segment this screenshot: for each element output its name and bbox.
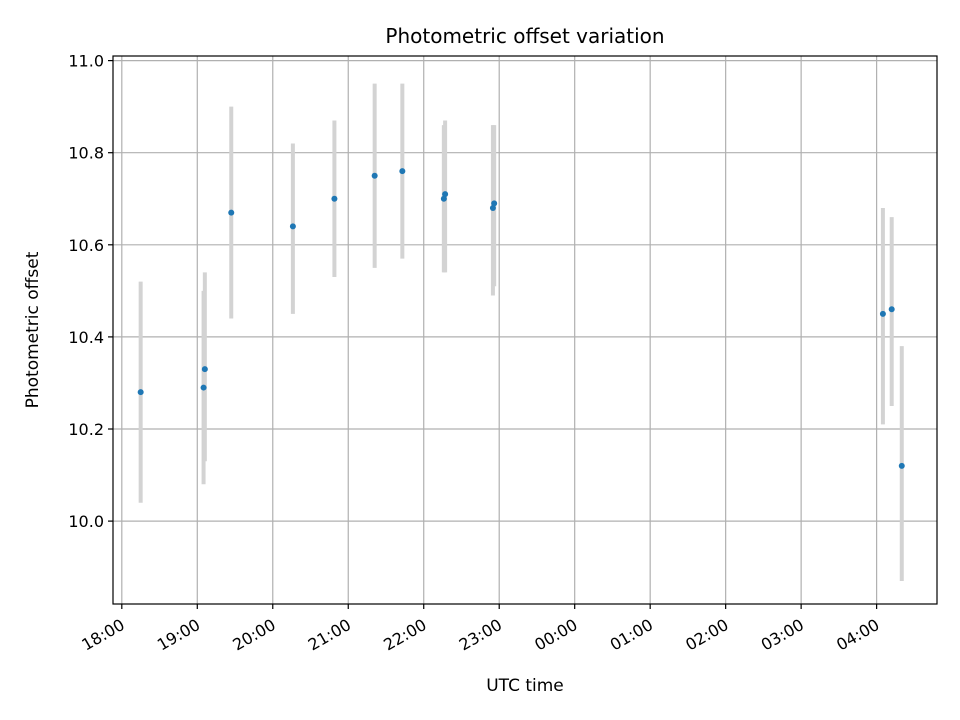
y-axis: 10.0 10.2 10.4 10.6 10.8 11.0 (68, 52, 113, 531)
x-tick-label: 23:00 (456, 615, 505, 655)
x-tick-label: 02:00 (682, 615, 731, 655)
x-tick-label: 20:00 (229, 615, 278, 655)
y-tick-label: 10.0 (68, 512, 104, 531)
errorbar-layer (138, 83, 904, 581)
point-layer (137, 168, 905, 469)
data-point (888, 306, 895, 313)
y-tick-label: 11.0 (68, 52, 104, 71)
x-axis-title: UTC time (486, 676, 564, 696)
grid-layer (113, 56, 937, 604)
y-tick-label: 10.8 (68, 144, 104, 163)
chart-title: Photometric offset variation (385, 24, 664, 48)
data-point (491, 200, 498, 207)
x-tick-label: 04:00 (833, 615, 882, 655)
x-tick-label: 21:00 (305, 615, 354, 655)
x-tick-label: 00:00 (531, 615, 580, 655)
y-axis-title: Photometric offset (23, 251, 43, 408)
y-tick-label: 10.6 (68, 236, 104, 255)
plot-frame (112, 55, 938, 605)
data-point (879, 310, 886, 317)
data-point (489, 204, 496, 211)
y-tick-label: 10.2 (68, 420, 104, 439)
x-tick-label: 01:00 (607, 615, 656, 655)
data-point (331, 195, 338, 202)
x-axis: 18:00 19:00 20:00 21:00 22:00 23:00 00:00 01:00… (78, 604, 883, 655)
data-point (898, 462, 905, 469)
x-tick-label: 22:00 (380, 615, 429, 655)
data-point (200, 384, 207, 391)
x-tick-label: 03:00 (758, 615, 807, 655)
data-point (399, 168, 406, 175)
data-point (371, 172, 378, 179)
x-tick-label: 18:00 (78, 615, 127, 655)
data-point (201, 366, 208, 373)
y-tick-label: 10.4 (68, 328, 104, 347)
data-point (137, 389, 144, 396)
data-point (228, 209, 235, 216)
x-tick-label: 19:00 (154, 615, 203, 655)
data-point (440, 195, 447, 202)
data-point (442, 191, 449, 198)
data-point (289, 223, 296, 230)
